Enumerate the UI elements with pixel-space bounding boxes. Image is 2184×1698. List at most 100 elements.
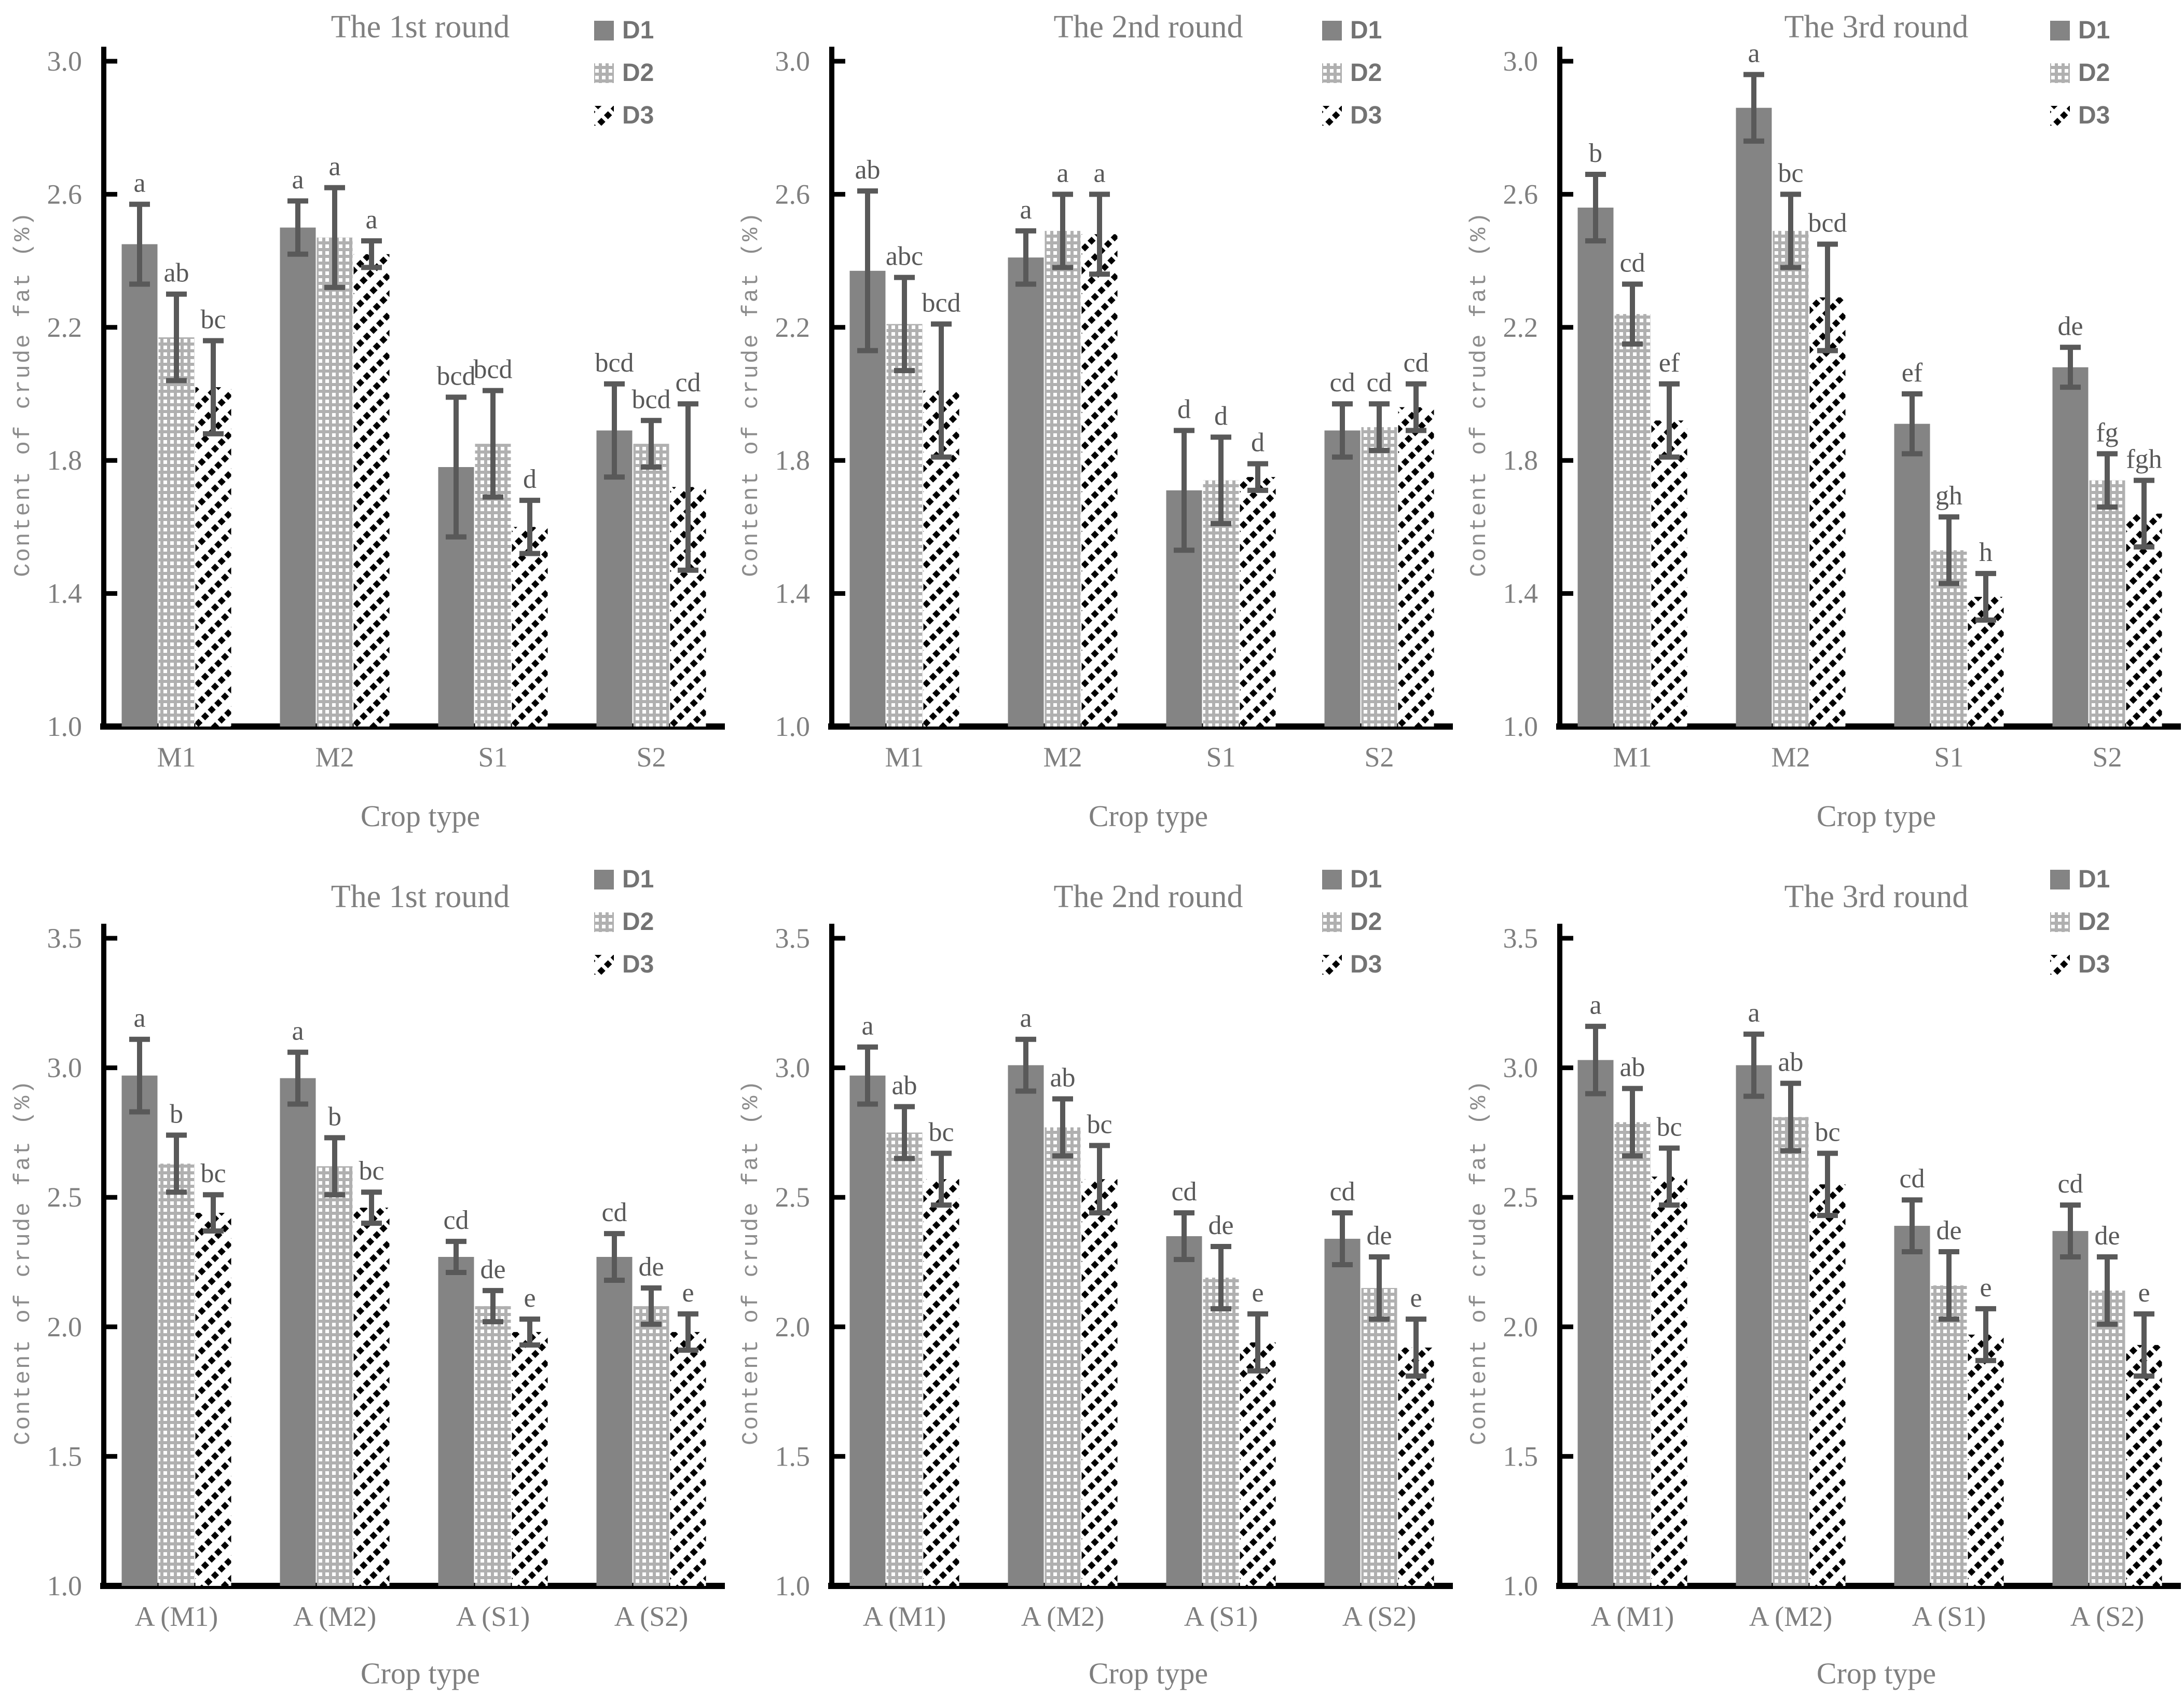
- category-label: M1: [157, 742, 196, 773]
- category-label: M2: [1043, 742, 1082, 773]
- significance-letter: bc: [1087, 1110, 1112, 1139]
- y-tick-label: 1.4: [47, 578, 83, 609]
- y-tick-label: 2.2: [1503, 312, 1539, 343]
- y-tick-label: 2.2: [47, 312, 83, 343]
- significance-letter: e: [524, 1283, 535, 1313]
- bar-chart-svg: The 1st round Content of crude fat (%) 1.0…: [10, 9, 725, 833]
- significance-letter: ab: [1619, 1053, 1645, 1083]
- bar-D1-2: [1894, 1226, 1930, 1586]
- y-tick-label: 1.0: [1503, 1570, 1539, 1601]
- category-label: M1: [1613, 742, 1652, 773]
- category-label: A (M1): [1591, 1601, 1674, 1632]
- bar-D1-0: [121, 244, 158, 727]
- bar-D3-3: [1398, 1347, 1434, 1586]
- significance-letter: de: [1208, 1211, 1233, 1240]
- y-tick-label: 1.4: [775, 578, 811, 609]
- y-tick-label: 3.5: [47, 923, 83, 954]
- y-axis-label: Content of crude fat (%): [1466, 1079, 1492, 1445]
- significance-letter: d: [1177, 395, 1191, 424]
- y-tick-label: 1.5: [1503, 1441, 1539, 1472]
- y-tick-label: 1.0: [1503, 711, 1539, 742]
- y-tick-label: 3.0: [47, 1052, 83, 1084]
- significance-letter: a: [1748, 39, 1760, 69]
- y-tick-label: 3.0: [775, 46, 811, 77]
- bar-D3-1: [353, 1208, 390, 1586]
- significance-letter: ab: [891, 1071, 917, 1100]
- bar-D2-0: [158, 337, 195, 727]
- significance-letter: cd: [1899, 1164, 1925, 1194]
- x-axis-label: Crop type: [1817, 1656, 1936, 1690]
- chart-title: The 1st round: [331, 879, 510, 914]
- significance-letter: d: [523, 464, 537, 494]
- bar-D2-3: [2089, 1290, 2125, 1586]
- y-axis-label: Content of crude fat (%): [10, 1079, 36, 1445]
- significance-letter: a: [133, 1004, 145, 1033]
- significance-letter: a: [133, 169, 145, 198]
- bar-D3-2: [512, 1332, 548, 1586]
- bar-chart-svg: The 2nd round Content of crude fat (%) 1.0…: [738, 866, 1453, 1690]
- legend-label-D3: D3: [2078, 951, 2110, 978]
- bar-D1-3: [2052, 367, 2089, 727]
- bar-D1-1: [1008, 257, 1044, 727]
- legend-label-D2: D2: [1350, 908, 1382, 936]
- x-axis-label: Crop type: [1089, 799, 1208, 833]
- bar-chart-svg: The 3rd round Content of crude fat (%) 1.0…: [1466, 9, 2181, 833]
- chart-panel-round2-bottom: The 2nd round Content of crude fat (%) 1.0…: [728, 849, 1456, 1698]
- significance-letter: bc: [928, 1117, 954, 1147]
- y-tick-label: 2.5: [1503, 1182, 1539, 1213]
- significance-letter: d: [1214, 401, 1228, 431]
- bar-D2-3: [1361, 427, 1397, 727]
- legend-label-D1: D1: [1350, 17, 1382, 44]
- bar-D3-0: [195, 1213, 231, 1586]
- bar-D2-2: [475, 1306, 511, 1586]
- significance-letter: ab: [1778, 1048, 1803, 1077]
- significance-letter: fgh: [2126, 445, 2162, 474]
- category-label: A (M2): [1749, 1601, 1833, 1632]
- bar-D1-3: [596, 430, 633, 727]
- significance-letter: a: [1020, 1004, 1032, 1033]
- category-label: S1: [1206, 742, 1235, 773]
- significance-letter: de: [2094, 1221, 2120, 1251]
- chart-title: The 1st round: [331, 9, 510, 45]
- legend-label-D2: D2: [622, 59, 654, 87]
- y-tick-label: 1.0: [47, 711, 83, 742]
- category-label: S1: [1934, 742, 1963, 773]
- category-label: A (M1): [863, 1601, 946, 1632]
- bar-D3-3: [1398, 407, 1434, 727]
- bar-D2-0: [158, 1163, 195, 1586]
- y-tick-label: 1.0: [47, 1570, 83, 1601]
- bar-D1-3: [1324, 1239, 1361, 1586]
- category-label: A (S1): [456, 1601, 530, 1632]
- bar-D3-1: [1809, 297, 1846, 727]
- x-axis-label: Crop type: [1817, 799, 1936, 833]
- chart-panel-round1-top: The 1st round Content of crude fat (%) 1.0…: [0, 0, 728, 849]
- category-label: S2: [2092, 742, 2122, 773]
- category-label: A (M1): [135, 1601, 218, 1632]
- bar-D1-1: [1736, 1065, 1772, 1586]
- bar-D2-2: [1931, 1285, 1967, 1586]
- bar-D2-1: [1773, 1117, 1809, 1586]
- category-label: M2: [315, 742, 354, 773]
- legend-swatch-D2: [2050, 912, 2070, 932]
- category-label: A (S2): [1342, 1601, 1417, 1632]
- significance-letter: ef: [1902, 358, 1923, 388]
- legend-label-D3: D3: [2078, 102, 2110, 129]
- significance-letter: a: [292, 1017, 304, 1046]
- chart-panel-round1-bottom: The 1st round Content of crude fat (%) 1.0…: [0, 849, 728, 1698]
- significance-letter: de: [1366, 1221, 1392, 1251]
- bar-D1-1: [1008, 1065, 1044, 1586]
- y-tick-label: 2.5: [47, 1182, 83, 1213]
- significance-letter: bc: [1778, 158, 1803, 188]
- category-label: A (S1): [1912, 1601, 1986, 1632]
- y-tick-label: 2.0: [47, 1311, 83, 1343]
- legend-swatch-D3: [2050, 955, 2070, 975]
- significance-letter: a: [1056, 158, 1068, 188]
- legend-swatch-D1: [1322, 870, 1342, 889]
- significance-letter: bc: [200, 305, 226, 334]
- bar-D1-3: [596, 1257, 633, 1586]
- significance-letter: bcd: [631, 385, 670, 414]
- significance-letter: e: [2138, 1278, 2150, 1308]
- legend-label-D1: D1: [1350, 866, 1382, 893]
- bar-D2-3: [1361, 1288, 1397, 1586]
